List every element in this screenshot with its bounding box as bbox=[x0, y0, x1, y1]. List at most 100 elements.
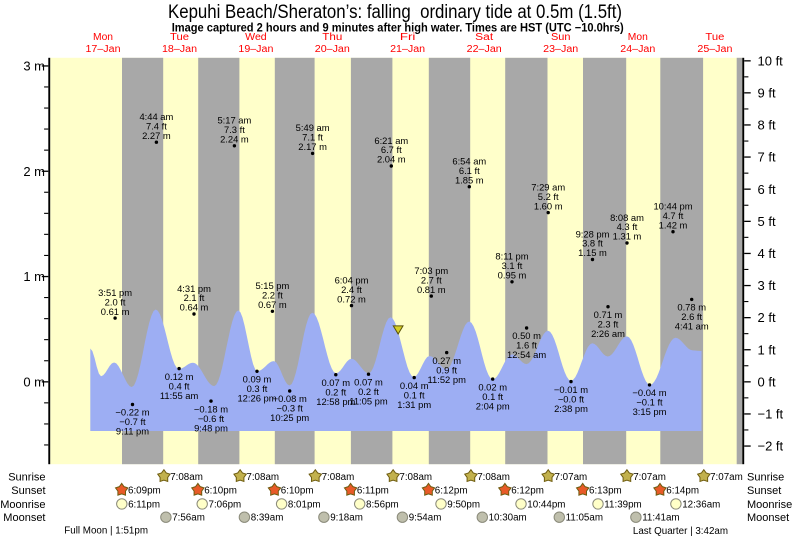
svg-text:1.85 m: 1.85 m bbox=[455, 174, 484, 185]
svg-text:6:54 am: 6:54 am bbox=[452, 156, 486, 167]
svg-text:7.4 ft: 7.4 ft bbox=[146, 120, 167, 131]
svg-text:2:04 pm: 2:04 pm bbox=[476, 400, 510, 411]
svg-text:4:44 am: 4:44 am bbox=[139, 111, 173, 122]
svg-text:0 m: 0 m bbox=[23, 374, 45, 389]
svg-text:10:44pm: 10:44pm bbox=[527, 499, 565, 510]
svg-text:25–Jan: 25–Jan bbox=[697, 44, 732, 55]
svg-text:0.72 m: 0.72 m bbox=[337, 293, 366, 304]
svg-text:6:10pm: 6:10pm bbox=[204, 485, 237, 496]
svg-text:7:03 pm: 7:03 pm bbox=[414, 265, 448, 276]
svg-text:2.1 ft: 2.1 ft bbox=[184, 292, 205, 303]
svg-text:7:08am: 7:08am bbox=[399, 472, 432, 483]
svg-text:0.9 ft: 0.9 ft bbox=[436, 364, 457, 375]
svg-text:0.4 ft: 0.4 ft bbox=[169, 380, 190, 391]
svg-text:2 m: 2 m bbox=[23, 164, 45, 179]
svg-text:Tue: Tue bbox=[705, 32, 724, 43]
svg-text:0.67 m: 0.67 m bbox=[258, 299, 287, 310]
svg-text:0.95 m: 0.95 m bbox=[498, 270, 527, 281]
svg-text:1 ft: 1 ft bbox=[758, 342, 776, 357]
svg-text:5:15 pm: 5:15 pm bbox=[255, 280, 289, 291]
svg-text:7 ft: 7 ft bbox=[758, 150, 776, 165]
svg-text:0.1 ft: 0.1 ft bbox=[404, 389, 425, 400]
svg-text:7:08am: 7:08am bbox=[246, 472, 279, 483]
svg-text:8:01pm: 8:01pm bbox=[288, 499, 321, 510]
svg-text:9:18am: 9:18am bbox=[330, 512, 363, 523]
svg-text:8:39am: 8:39am bbox=[251, 512, 284, 523]
svg-text:Fri: Fri bbox=[400, 32, 416, 43]
svg-text:Moonrise: Moonrise bbox=[747, 499, 792, 511]
svg-text:6 ft: 6 ft bbox=[758, 182, 776, 197]
svg-text:Wed: Wed bbox=[245, 32, 267, 43]
svg-text:Sunset: Sunset bbox=[747, 485, 781, 497]
svg-text:0 ft: 0 ft bbox=[758, 374, 776, 389]
svg-text:0.2 ft: 0.2 ft bbox=[358, 386, 379, 397]
svg-text:2.4 ft: 2.4 ft bbox=[341, 284, 362, 295]
svg-text:3.1 ft: 3.1 ft bbox=[502, 260, 523, 271]
svg-text:4:41 am: 4:41 am bbox=[675, 321, 709, 332]
svg-text:12:54 am: 12:54 am bbox=[507, 349, 546, 360]
svg-text:Sunrise: Sunrise bbox=[8, 471, 45, 483]
svg-text:2.24 m: 2.24 m bbox=[220, 134, 249, 145]
svg-text:6:21 am: 6:21 am bbox=[374, 135, 408, 146]
svg-text:0.27 m: 0.27 m bbox=[432, 355, 461, 366]
svg-text:9:54am: 9:54am bbox=[409, 512, 442, 523]
svg-text:11:41am: 11:41am bbox=[642, 512, 679, 523]
svg-text:21–Jan: 21–Jan bbox=[390, 44, 425, 55]
svg-text:6:10pm: 6:10pm bbox=[281, 485, 314, 496]
svg-text:4.7 ft: 4.7 ft bbox=[663, 210, 684, 221]
svg-text:6:09pm: 6:09pm bbox=[128, 485, 161, 496]
svg-text:2.04 m: 2.04 m bbox=[377, 154, 406, 165]
svg-text:−0.18 m: −0.18 m bbox=[194, 403, 228, 414]
svg-text:12:58 pm: 12:58 pm bbox=[316, 396, 355, 407]
svg-text:4 ft: 4 ft bbox=[758, 246, 776, 261]
svg-text:8:11 pm: 8:11 pm bbox=[495, 251, 528, 262]
svg-text:1.60 m: 1.60 m bbox=[534, 200, 563, 211]
svg-text:5 ft: 5 ft bbox=[758, 214, 776, 229]
svg-text:0.61 m: 0.61 m bbox=[101, 306, 130, 317]
svg-text:−0.01 m: −0.01 m bbox=[554, 384, 588, 395]
svg-text:8 ft: 8 ft bbox=[758, 118, 776, 133]
svg-text:0.2 ft: 0.2 ft bbox=[325, 386, 346, 397]
svg-text:11:05 pm: 11:05 pm bbox=[349, 395, 388, 406]
svg-text:1.42 m: 1.42 m bbox=[659, 219, 688, 230]
svg-text:10:30am: 10:30am bbox=[489, 512, 527, 523]
svg-text:0.04 m: 0.04 m bbox=[400, 380, 429, 391]
svg-text:0.78 m: 0.78 m bbox=[677, 302, 706, 313]
svg-text:0.81 m: 0.81 m bbox=[417, 284, 446, 295]
svg-text:23–Jan: 23–Jan bbox=[543, 44, 578, 55]
svg-text:6:12pm: 6:12pm bbox=[511, 485, 544, 496]
svg-text:3 m: 3 m bbox=[23, 59, 45, 74]
svg-text:0.07 m: 0.07 m bbox=[321, 377, 350, 388]
svg-text:10 ft: 10 ft bbox=[758, 53, 784, 68]
svg-text:7:56am: 7:56am bbox=[172, 512, 205, 523]
svg-text:0.64 m: 0.64 m bbox=[180, 302, 209, 313]
svg-text:2.2 ft: 2.2 ft bbox=[262, 290, 283, 301]
svg-text:3.8 ft: 3.8 ft bbox=[582, 238, 603, 249]
svg-text:6:11pm: 6:11pm bbox=[357, 485, 389, 496]
svg-text:5:49 am: 5:49 am bbox=[296, 122, 330, 133]
svg-text:17–Jan: 17–Jan bbox=[86, 44, 121, 55]
svg-text:−0.04 m: −0.04 m bbox=[632, 387, 666, 398]
svg-text:Moonset: Moonset bbox=[3, 512, 45, 524]
svg-text:20–Jan: 20–Jan bbox=[315, 44, 350, 55]
svg-text:0.71 m: 0.71 m bbox=[594, 309, 623, 320]
svg-text:Kepuhi Beach/Sheraton’s: falli: Kepuhi Beach/Sheraton’s: falling ordinar… bbox=[168, 2, 622, 23]
svg-text:Last Quarter | 3:42am: Last Quarter | 3:42am bbox=[633, 526, 728, 537]
svg-text:6:11pm: 6:11pm bbox=[128, 499, 160, 510]
svg-text:1.31 m: 1.31 m bbox=[613, 231, 642, 242]
svg-text:1:31 pm: 1:31 pm bbox=[397, 399, 431, 410]
svg-text:24–Jan: 24–Jan bbox=[620, 44, 655, 55]
svg-text:Moonrise: Moonrise bbox=[0, 499, 45, 511]
svg-text:12:36am: 12:36am bbox=[682, 499, 720, 510]
svg-text:−0.6 ft: −0.6 ft bbox=[198, 413, 225, 424]
svg-text:18–Jan: 18–Jan bbox=[162, 44, 197, 55]
svg-text:−1 ft: −1 ft bbox=[758, 407, 784, 422]
svg-text:7.3 ft: 7.3 ft bbox=[224, 124, 245, 135]
svg-text:0.50 m: 0.50 m bbox=[512, 330, 541, 341]
svg-text:2.3 ft: 2.3 ft bbox=[598, 318, 619, 329]
svg-text:6:04 pm: 6:04 pm bbox=[335, 274, 369, 285]
svg-text:Sun: Sun bbox=[551, 32, 571, 43]
svg-text:1.15 m: 1.15 m bbox=[578, 247, 607, 258]
svg-text:8:56pm: 8:56pm bbox=[366, 499, 399, 510]
svg-text:2:38 pm: 2:38 pm bbox=[554, 403, 588, 414]
